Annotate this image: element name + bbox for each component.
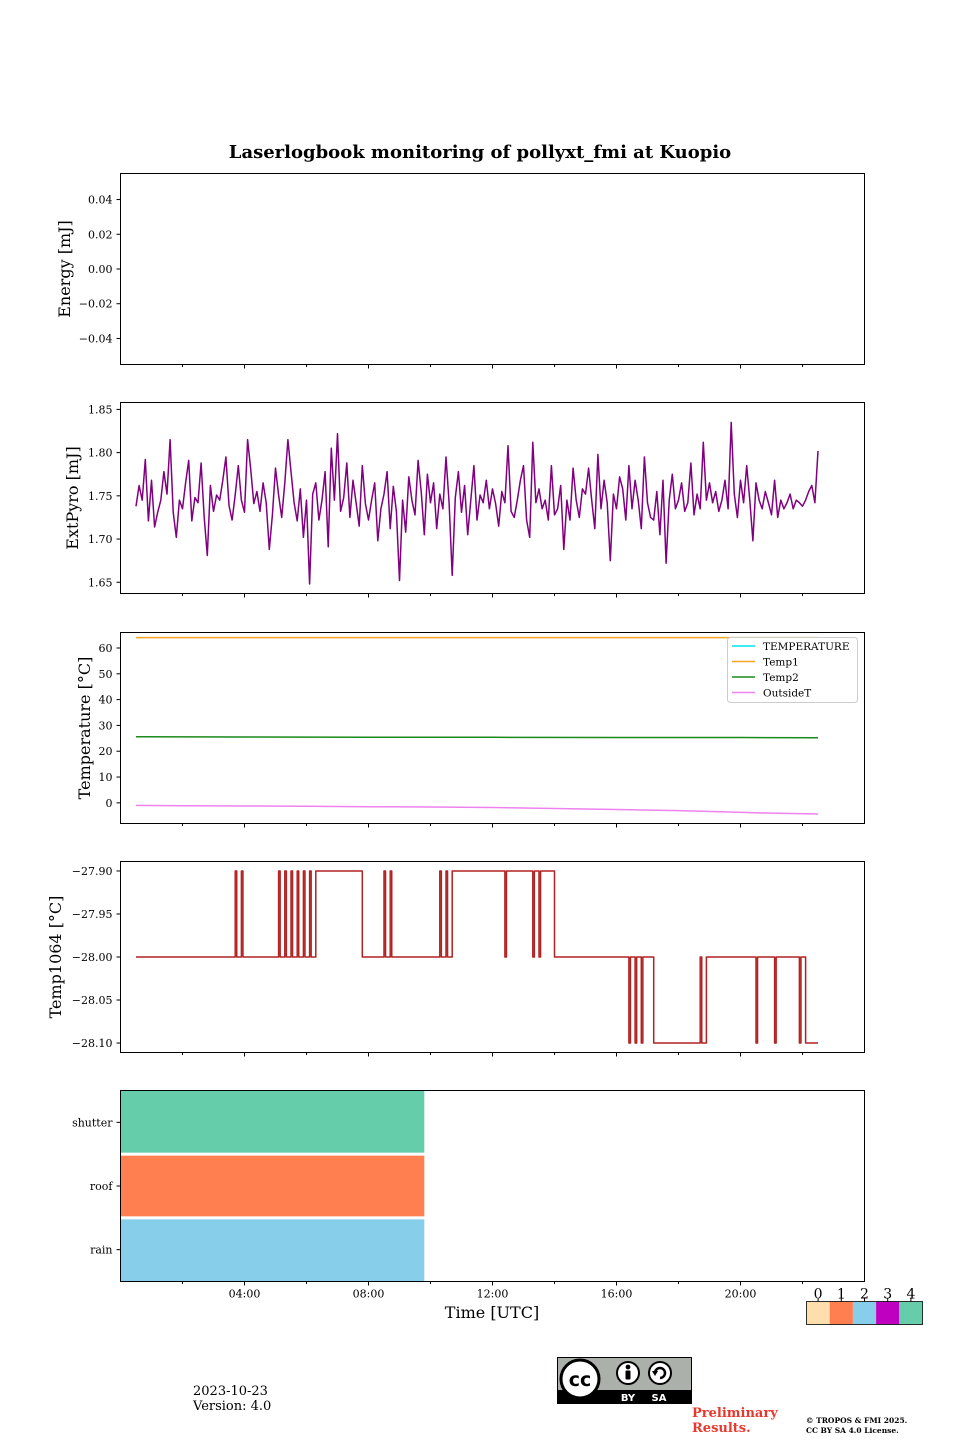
ytick-label: 1.85 bbox=[88, 403, 113, 416]
colorbar-label: 1 bbox=[837, 1287, 846, 1303]
ytick-label: −0.04 bbox=[79, 332, 113, 345]
report-version: Version: 4.0 bbox=[193, 1399, 272, 1414]
panel-extpyro: 1.85 1.80 1.75 1.70 1.65 ExtPyro [mJ] bbox=[63, 402, 865, 598]
ytick-label: 0.04 bbox=[88, 194, 113, 207]
badge-label-sa: SA bbox=[652, 1393, 667, 1404]
ytick-label: 1.80 bbox=[88, 447, 113, 460]
series-line-temp1064 bbox=[136, 870, 818, 1044]
copyright-line-1: © TROPOS & FMI 2025. bbox=[806, 1416, 908, 1425]
cc-logo-icon bbox=[559, 1358, 601, 1400]
report-date: 2023-10-23 bbox=[193, 1384, 268, 1399]
by-person-head bbox=[625, 1364, 631, 1370]
colorbar-label: 2 bbox=[860, 1287, 869, 1303]
xtick-label: 04:00 bbox=[229, 1288, 261, 1301]
colorbar-frame bbox=[806, 1301, 923, 1325]
badge-label-by: BY bbox=[621, 1393, 636, 1404]
ytick-label: 30 bbox=[99, 719, 113, 732]
colorbar-label: 4 bbox=[906, 1287, 915, 1303]
colorbar-label: 3 bbox=[883, 1287, 892, 1303]
legend-label-temperature: TEMPERATURE bbox=[763, 641, 850, 653]
row-label-shutter: shutter bbox=[72, 1116, 113, 1129]
panel-energy-frame bbox=[120, 173, 865, 365]
ytick-label: 40 bbox=[99, 694, 113, 707]
colorbar-swatch bbox=[806, 1301, 830, 1325]
xtick-label: 16:00 bbox=[601, 1288, 633, 1301]
preliminary-results: Preliminary Results. bbox=[692, 1406, 778, 1436]
cc-logo-text: cc bbox=[569, 1369, 592, 1391]
ytick-label: 20 bbox=[99, 745, 113, 758]
ytick-label: 50 bbox=[99, 668, 113, 681]
ytick-label: 0 bbox=[106, 797, 113, 810]
cc-by-sa-badge: cc BY SA bbox=[557, 1357, 692, 1404]
colorbar-swatch bbox=[899, 1301, 923, 1325]
row-label-roof: roof bbox=[90, 1180, 114, 1193]
colorbar-swatch bbox=[876, 1301, 900, 1325]
ytick-label: 1.70 bbox=[88, 533, 113, 546]
xtick-label: 20:00 bbox=[725, 1288, 757, 1301]
ytick-label: 1.75 bbox=[88, 490, 113, 503]
panel-extpyro-frame bbox=[120, 402, 865, 594]
xtick-label: 12:00 bbox=[477, 1288, 509, 1301]
status-segment-roof bbox=[120, 1155, 425, 1217]
ytick-label: −28.10 bbox=[72, 1037, 113, 1050]
ytick-label: 60 bbox=[99, 642, 113, 655]
ytick-label: 0.00 bbox=[88, 263, 113, 276]
colorbar-swatch bbox=[852, 1301, 877, 1325]
panel-temperature: 60 50 40 30 20 10 0 TEMPERATURE Temp1 Temp2 Outsi… bbox=[75, 632, 865, 828]
ytick-label: −28.05 bbox=[72, 994, 113, 1007]
sa-arrow-head bbox=[652, 1371, 658, 1376]
by-person-body bbox=[625, 1370, 631, 1380]
sa-share-alike-icon bbox=[648, 1361, 672, 1385]
ytick-label: 0.02 bbox=[88, 228, 113, 241]
status-segment-shutter bbox=[120, 1090, 425, 1153]
xtick-label: 08:00 bbox=[353, 1288, 385, 1301]
colorbar-label: 0 bbox=[814, 1287, 823, 1303]
ytick-label: −27.95 bbox=[72, 908, 113, 921]
row-label-rain: rain bbox=[90, 1244, 112, 1257]
ytick-label: −28.00 bbox=[72, 951, 113, 964]
panel-energy: 0.04 0.02 0.00 −0.02 −0.04 Energy [mJ] bbox=[55, 173, 865, 369]
sa-arrow-icon bbox=[653, 1366, 667, 1380]
temperature-legend: TEMPERATURE Temp1 Temp2 OutsideT bbox=[727, 637, 858, 703]
legend-label-temp2: Temp2 bbox=[763, 672, 799, 684]
colorbar-swatch bbox=[829, 1301, 853, 1325]
status-segment-rain bbox=[120, 1219, 425, 1282]
panel-status: shutter roof rain 04:00 08:00 12:00 16:00 20:0… bbox=[72, 1090, 865, 1322]
temperature-ylabel: Temperature [°C] bbox=[75, 657, 94, 800]
series-line-temp2 bbox=[135, 736, 819, 739]
figure-title: Laserlogbook monitoring of pollyxt_fmi a… bbox=[229, 142, 731, 163]
ytick-label: −27.90 bbox=[72, 865, 113, 878]
legend-label-outsidet: OutsideT bbox=[763, 688, 811, 700]
ytick-label: 10 bbox=[99, 771, 113, 784]
ytick-label: −0.02 bbox=[79, 298, 113, 311]
status-xlabel: Time [UTC] bbox=[445, 1303, 539, 1322]
legend-frame bbox=[727, 637, 858, 703]
temp1064-ylabel: Temp1064 [°C] bbox=[46, 896, 65, 1019]
series-line-extpyro bbox=[135, 421, 819, 585]
extpyro-ylabel: ExtPyro [mJ] bbox=[63, 446, 82, 549]
series-line-outsidet bbox=[135, 804, 819, 815]
copyright-line-2: CC BY SA 4.0 License. bbox=[806, 1426, 899, 1435]
copyright-notice: © TROPOS & FMI 2025. CC BY SA 4.0 Licens… bbox=[806, 1416, 907, 1436]
panel-temp1064: −27.90 −27.95 −28.00 −28.05 −28.10 Temp1064 … bbox=[46, 861, 865, 1057]
ytick-label: 1.65 bbox=[88, 576, 113, 589]
energy-ylabel: Energy [mJ] bbox=[55, 220, 74, 318]
legend-label-temp1: Temp1 bbox=[763, 657, 799, 669]
